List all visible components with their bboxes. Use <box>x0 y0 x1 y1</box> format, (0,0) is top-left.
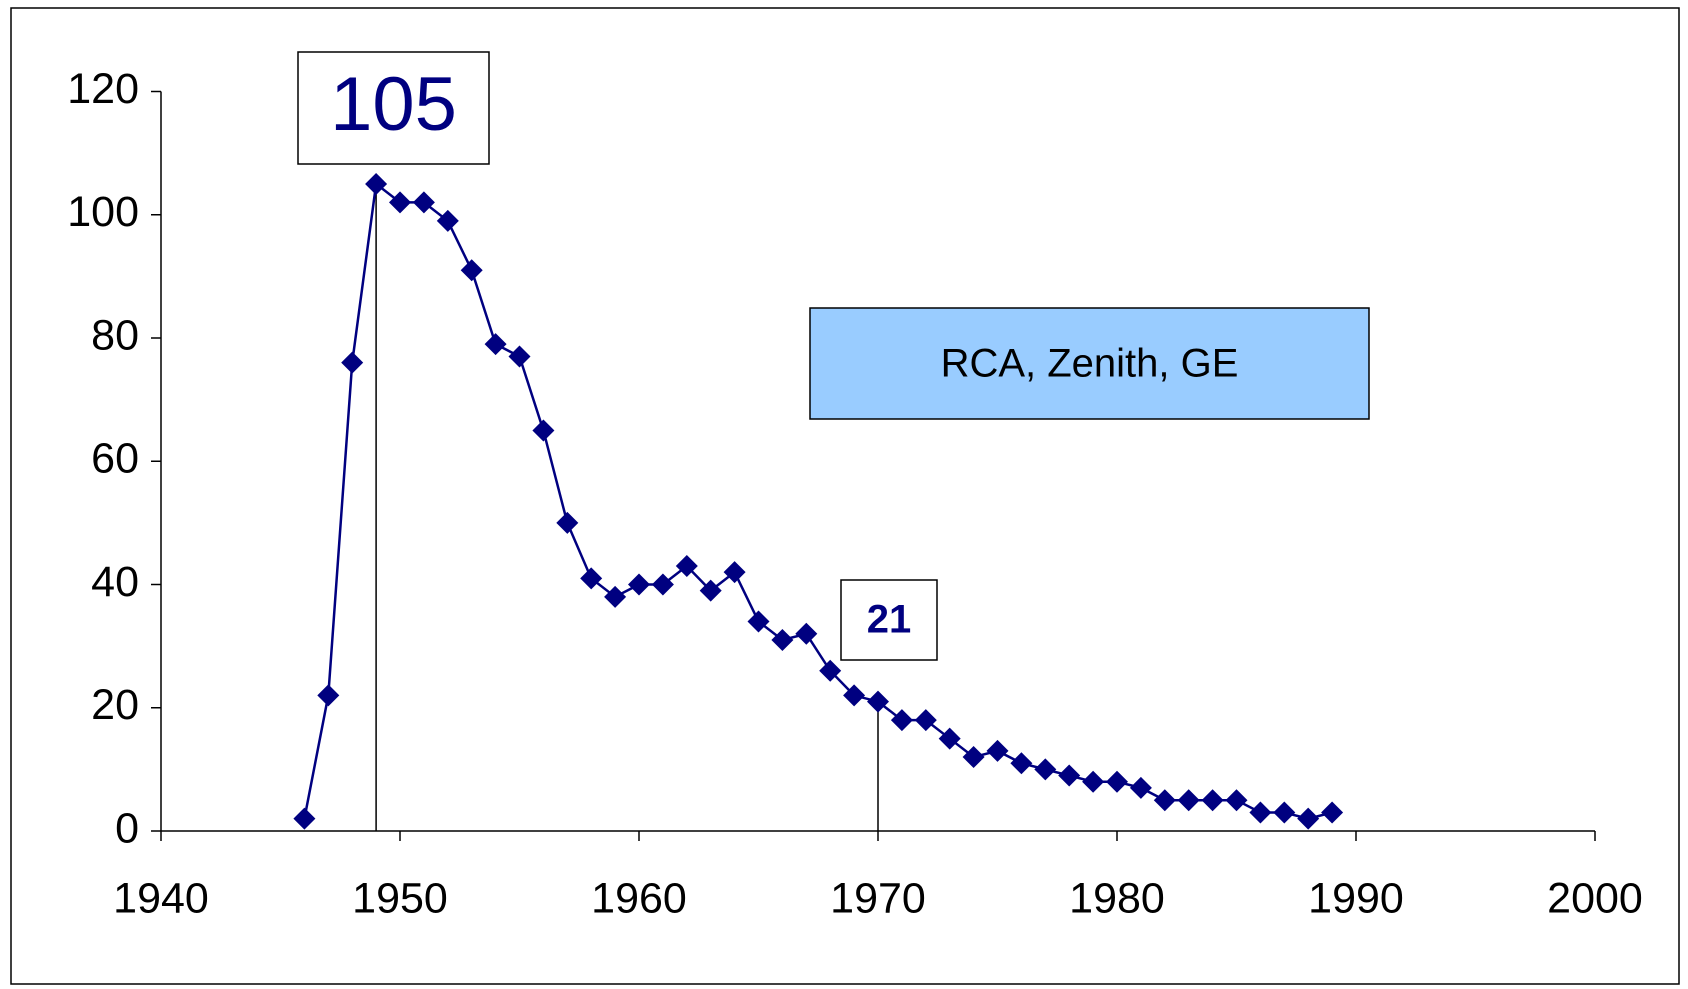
x-tick-label: 1950 <box>352 874 448 922</box>
marker <box>651 573 674 596</box>
marker <box>986 739 1009 762</box>
marker <box>484 333 507 356</box>
marker <box>317 684 340 707</box>
marker <box>1201 789 1224 812</box>
note-text: RCA, Zenith, GE <box>941 342 1239 386</box>
y-tick-label: 0 <box>115 804 139 852</box>
marker <box>1297 807 1320 830</box>
annotation-label: 21 <box>867 598 912 642</box>
marker <box>1010 752 1033 775</box>
marker <box>628 573 650 596</box>
y-tick-label: 120 <box>67 65 139 113</box>
marker <box>1153 789 1176 812</box>
marker <box>532 419 555 442</box>
x-tick-label: 1990 <box>1308 874 1404 922</box>
marker <box>890 709 913 732</box>
y-tick-label: 60 <box>91 435 139 483</box>
marker <box>795 622 818 645</box>
marker <box>293 807 316 830</box>
marker <box>341 351 364 374</box>
annotation-box <box>840 579 938 661</box>
marker <box>1129 776 1152 799</box>
marker <box>604 585 627 608</box>
marker <box>843 684 866 707</box>
x-tick-label: 1940 <box>113 874 209 922</box>
x-tick-label: 1970 <box>830 874 926 922</box>
marker <box>699 579 722 602</box>
marker <box>365 172 388 195</box>
x-tick-label: 1980 <box>1069 874 1165 922</box>
marker <box>436 209 459 232</box>
marker <box>723 561 746 584</box>
marker <box>1034 758 1057 781</box>
marker <box>819 659 842 682</box>
marker <box>460 259 483 282</box>
annotation-box <box>297 51 490 165</box>
marker <box>675 555 698 578</box>
marker <box>747 610 770 633</box>
marker <box>1058 764 1081 787</box>
marker <box>412 191 435 214</box>
marker <box>914 709 937 732</box>
marker <box>1177 789 1200 812</box>
marker <box>1273 801 1296 824</box>
marker <box>1321 801 1344 824</box>
y-tick-label: 20 <box>91 681 139 729</box>
marker <box>962 746 985 769</box>
marker <box>556 511 579 534</box>
y-tick-label: 80 <box>91 311 139 359</box>
x-tick-label: 1960 <box>591 874 687 922</box>
marker <box>508 345 531 368</box>
marker <box>1082 770 1105 793</box>
annotation-label: 105 <box>330 62 457 147</box>
marker <box>580 567 603 590</box>
note-box <box>809 307 1370 420</box>
marker <box>1106 770 1128 793</box>
marker <box>938 727 961 750</box>
marker <box>1225 789 1248 812</box>
marker <box>867 690 889 713</box>
marker <box>1249 801 1272 824</box>
y-tick-label: 100 <box>67 188 139 236</box>
y-tick-label: 40 <box>91 558 139 606</box>
marker <box>389 191 411 214</box>
chart-border <box>10 7 1680 985</box>
x-tick-label: 2000 <box>1547 874 1643 922</box>
marker <box>771 628 794 651</box>
